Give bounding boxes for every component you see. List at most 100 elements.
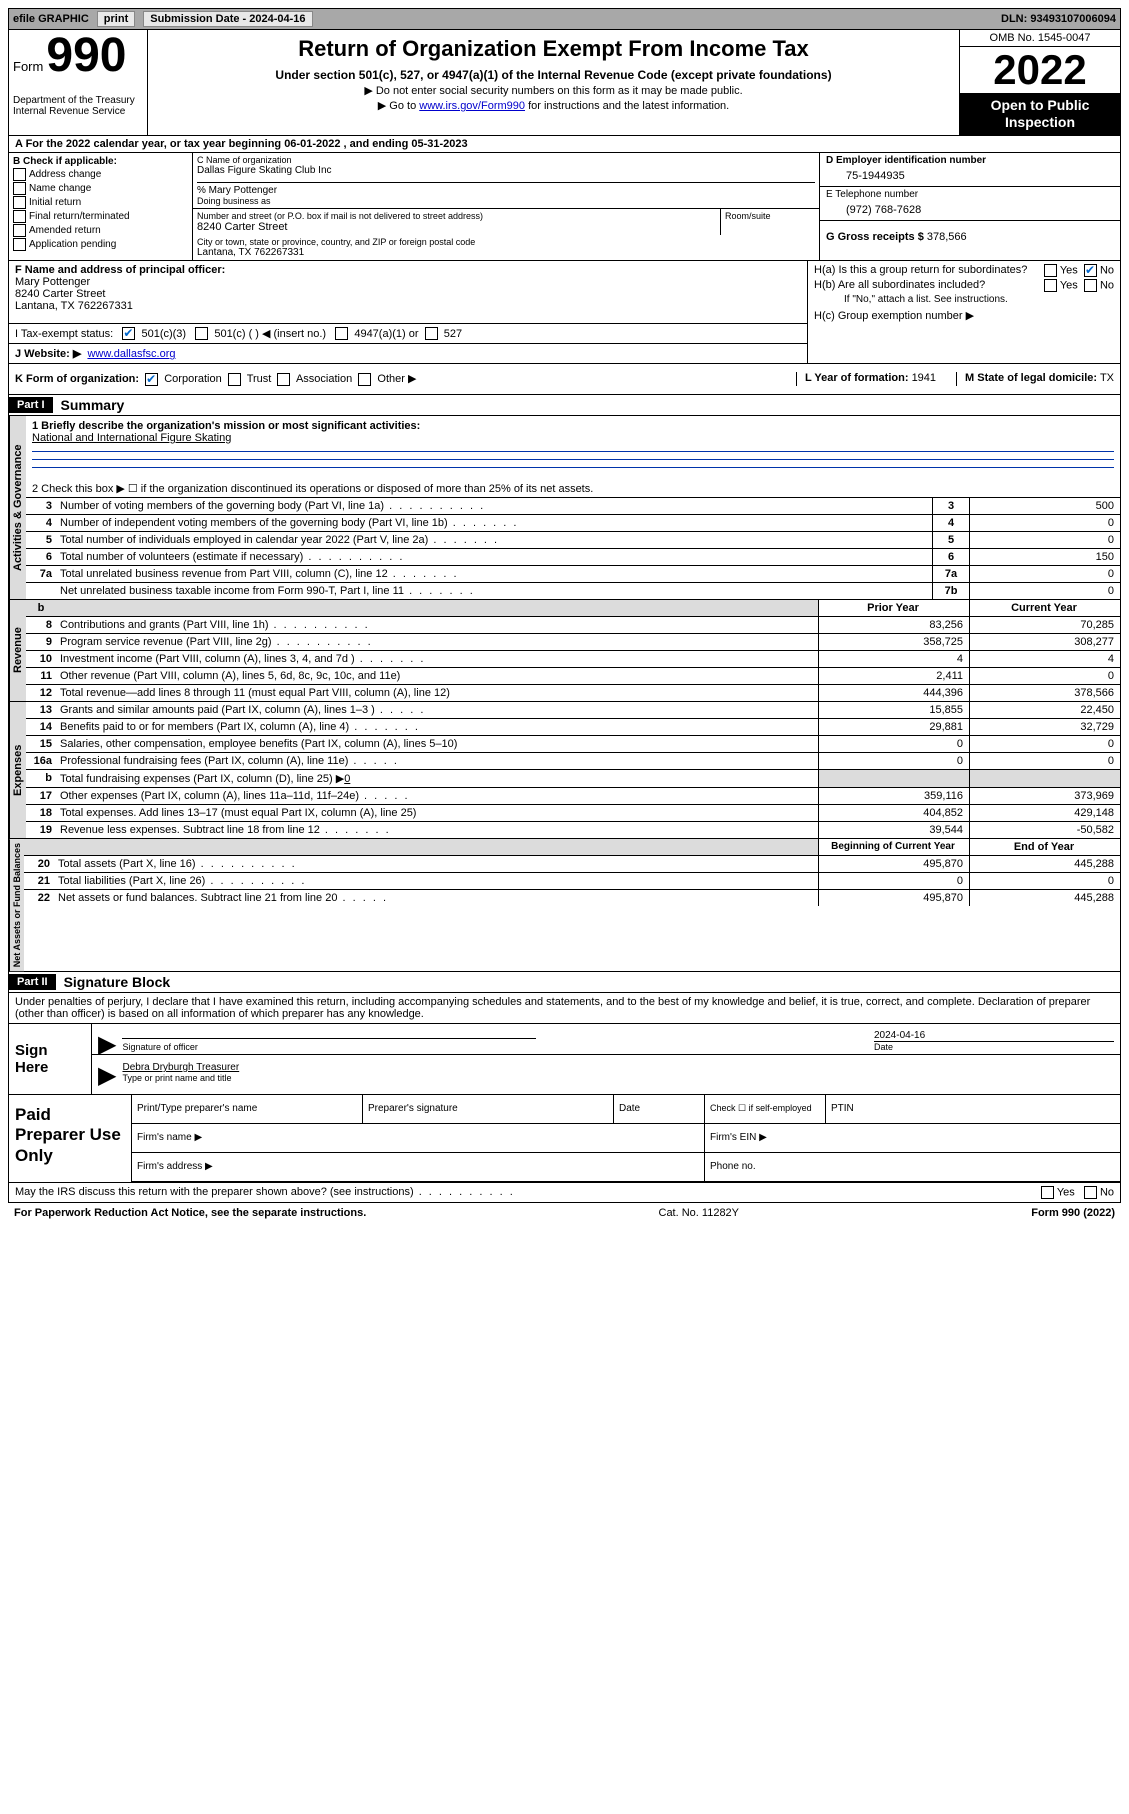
col-prior-year: Prior Year (819, 600, 970, 617)
sig-date-value: 2024-04-16 (874, 1030, 1114, 1041)
print-button[interactable]: print (97, 11, 135, 27)
section-klm: K Form of organization: Corporation Trus… (8, 364, 1121, 395)
line-15-prior: 0 (819, 735, 970, 752)
firm-phone-label: Phone no. (705, 1152, 1121, 1181)
part-2-header: Part II (9, 974, 56, 990)
section-b: B Check if applicable: Address change Na… (9, 153, 193, 260)
discuss-row: May the IRS discuss this return with the… (8, 1183, 1121, 1203)
cat-no: Cat. No. 11282Y (659, 1207, 740, 1219)
sig-date-label: Date (874, 1041, 1114, 1052)
section-j-label: J Website: ▶ (15, 348, 81, 360)
line-20-prior: 495,870 (819, 855, 970, 872)
check-initial-return[interactable]: Initial return (13, 196, 188, 209)
city-label: City or town, state or province, country… (197, 237, 815, 247)
gross-receipts-label: G Gross receipts $ (826, 231, 924, 243)
line-10-prior: 4 (819, 650, 970, 667)
paid-preparer-label: Paid Preparer Use Only (9, 1095, 132, 1182)
tab-revenue: Revenue (9, 600, 26, 701)
line-19-desc: Revenue less expenses. Subtract line 18 … (56, 821, 819, 838)
line-7a-desc: Total unrelated business revenue from Pa… (56, 565, 933, 582)
line-7b-val: 0 (970, 582, 1121, 599)
check-trust[interactable] (228, 373, 241, 386)
irs-label: Internal Revenue Service (13, 106, 143, 117)
check-527[interactable] (425, 327, 438, 340)
line-6-desc: Total number of volunteers (estimate if … (56, 548, 933, 565)
line-11-curr: 0 (970, 667, 1121, 684)
line-1-mission: 1 Briefly describe the organization's mi… (26, 416, 1120, 479)
open-public-badge: Open to Public Inspection (960, 93, 1120, 135)
form-title-block: Return of Organization Exempt From Incom… (148, 30, 959, 135)
hc-label: H(c) Group exemption number ▶ (814, 309, 1114, 322)
check-application-pending[interactable]: Application pending (13, 238, 188, 251)
tab-governance: Activities & Governance (9, 416, 26, 599)
officer-name: Mary Pottenger (15, 276, 90, 288)
line-13-prior: 15,855 (819, 702, 970, 719)
line-19-prior: 39,544 (819, 821, 970, 838)
section-m-label: M State of legal domicile: (965, 372, 1097, 384)
check-4947[interactable] (335, 327, 348, 340)
line-21-prior: 0 (819, 872, 970, 889)
line-8-prior: 83,256 (819, 616, 970, 633)
irs-link[interactable]: www.irs.gov/Form990 (419, 100, 525, 112)
col-beginning: Beginning of Current Year (819, 839, 970, 856)
check-corporation[interactable] (145, 373, 158, 386)
line-22-desc: Net assets or fund balances. Subtract li… (54, 889, 819, 906)
preparer-self-employed: Check ☐ if self-employed (705, 1095, 826, 1124)
city-value: Lantana, TX 762267331 (197, 247, 815, 258)
ha-label: H(a) Is this a group return for subordin… (814, 264, 1027, 276)
section-i-label: I Tax-exempt status: (15, 328, 113, 340)
submission-date-label: Submission Date - 2024-04-16 (143, 11, 312, 27)
check-name-change[interactable]: Name change (13, 182, 188, 195)
phone-value: (972) 768-7628 (846, 204, 1114, 216)
dln-label: DLN: 93493107006094 (1001, 13, 1116, 25)
part-1-title: Summary (53, 395, 133, 415)
line-18-desc: Total expenses. Add lines 13–17 (must eq… (56, 804, 819, 821)
line-14-curr: 32,729 (970, 718, 1121, 735)
state-domicile: TX (1100, 372, 1114, 384)
form-note-1: ▶ Do not enter social security numbers o… (156, 84, 951, 97)
check-association[interactable] (277, 373, 290, 386)
hb-label: H(b) Are all subordinates included? (814, 279, 985, 291)
org-name-label: C Name of organization (197, 155, 815, 165)
line-16a-desc: Professional fundraising fees (Part IX, … (56, 752, 819, 769)
hb-yes[interactable] (1044, 279, 1057, 292)
part-2-title: Signature Block (56, 972, 179, 992)
line-11-desc: Other revenue (Part VIII, column (A), li… (56, 667, 819, 684)
website-link[interactable]: www.dallasfsc.org (87, 348, 175, 360)
officer-street: 8240 Carter Street (15, 288, 106, 300)
line-15-curr: 0 (970, 735, 1121, 752)
note2-suffix: for instructions and the latest informat… (525, 100, 729, 112)
line-4-desc: Number of independent voting members of … (56, 514, 933, 531)
line-9-desc: Program service revenue (Part VIII, line… (56, 633, 819, 650)
line-12-prior: 444,396 (819, 684, 970, 701)
arrow-icon: ▶ (98, 1038, 116, 1052)
dba-label: Doing business as (197, 196, 815, 206)
form-header: Form 990 Department of the Treasury Inte… (8, 30, 1121, 136)
ha-no[interactable] (1084, 264, 1097, 277)
section-revenue: Revenue bPrior YearCurrent Year 8Contrib… (8, 600, 1121, 702)
ein-label: D Employer identification number (826, 155, 1114, 166)
line-8-desc: Contributions and grants (Part VIII, lin… (56, 616, 819, 633)
check-501c[interactable] (195, 327, 208, 340)
form-year-block: OMB No. 1545-0047 2022 Open to Public In… (959, 30, 1120, 135)
check-address-change[interactable]: Address change (13, 168, 188, 181)
part-1-header: Part I (9, 397, 53, 413)
line-22-prior: 495,870 (819, 889, 970, 906)
street-label: Number and street (or P.O. box if mail i… (197, 211, 716, 221)
check-501c3[interactable] (122, 327, 135, 340)
discuss-no[interactable] (1084, 1186, 1097, 1199)
line-15-desc: Salaries, other compensation, employee b… (56, 735, 819, 752)
discuss-yes[interactable] (1041, 1186, 1054, 1199)
ein-value: 75-1944935 (846, 170, 1114, 182)
line-17-desc: Other expenses (Part IX, column (A), lin… (56, 787, 819, 804)
check-amended-return[interactable]: Amended return (13, 224, 188, 237)
form-no-footer: Form 990 (2022) (1031, 1207, 1115, 1219)
ha-yes[interactable] (1044, 264, 1057, 277)
line-7b-desc: Net unrelated business taxable income fr… (56, 582, 933, 599)
section-governance: Activities & Governance 1 Briefly descri… (8, 416, 1121, 600)
line-8-curr: 70,285 (970, 616, 1121, 633)
check-other[interactable] (358, 373, 371, 386)
check-final-return[interactable]: Final return/terminated (13, 210, 188, 223)
line-14-desc: Benefits paid to or for members (Part IX… (56, 718, 819, 735)
hb-no[interactable] (1084, 279, 1097, 292)
